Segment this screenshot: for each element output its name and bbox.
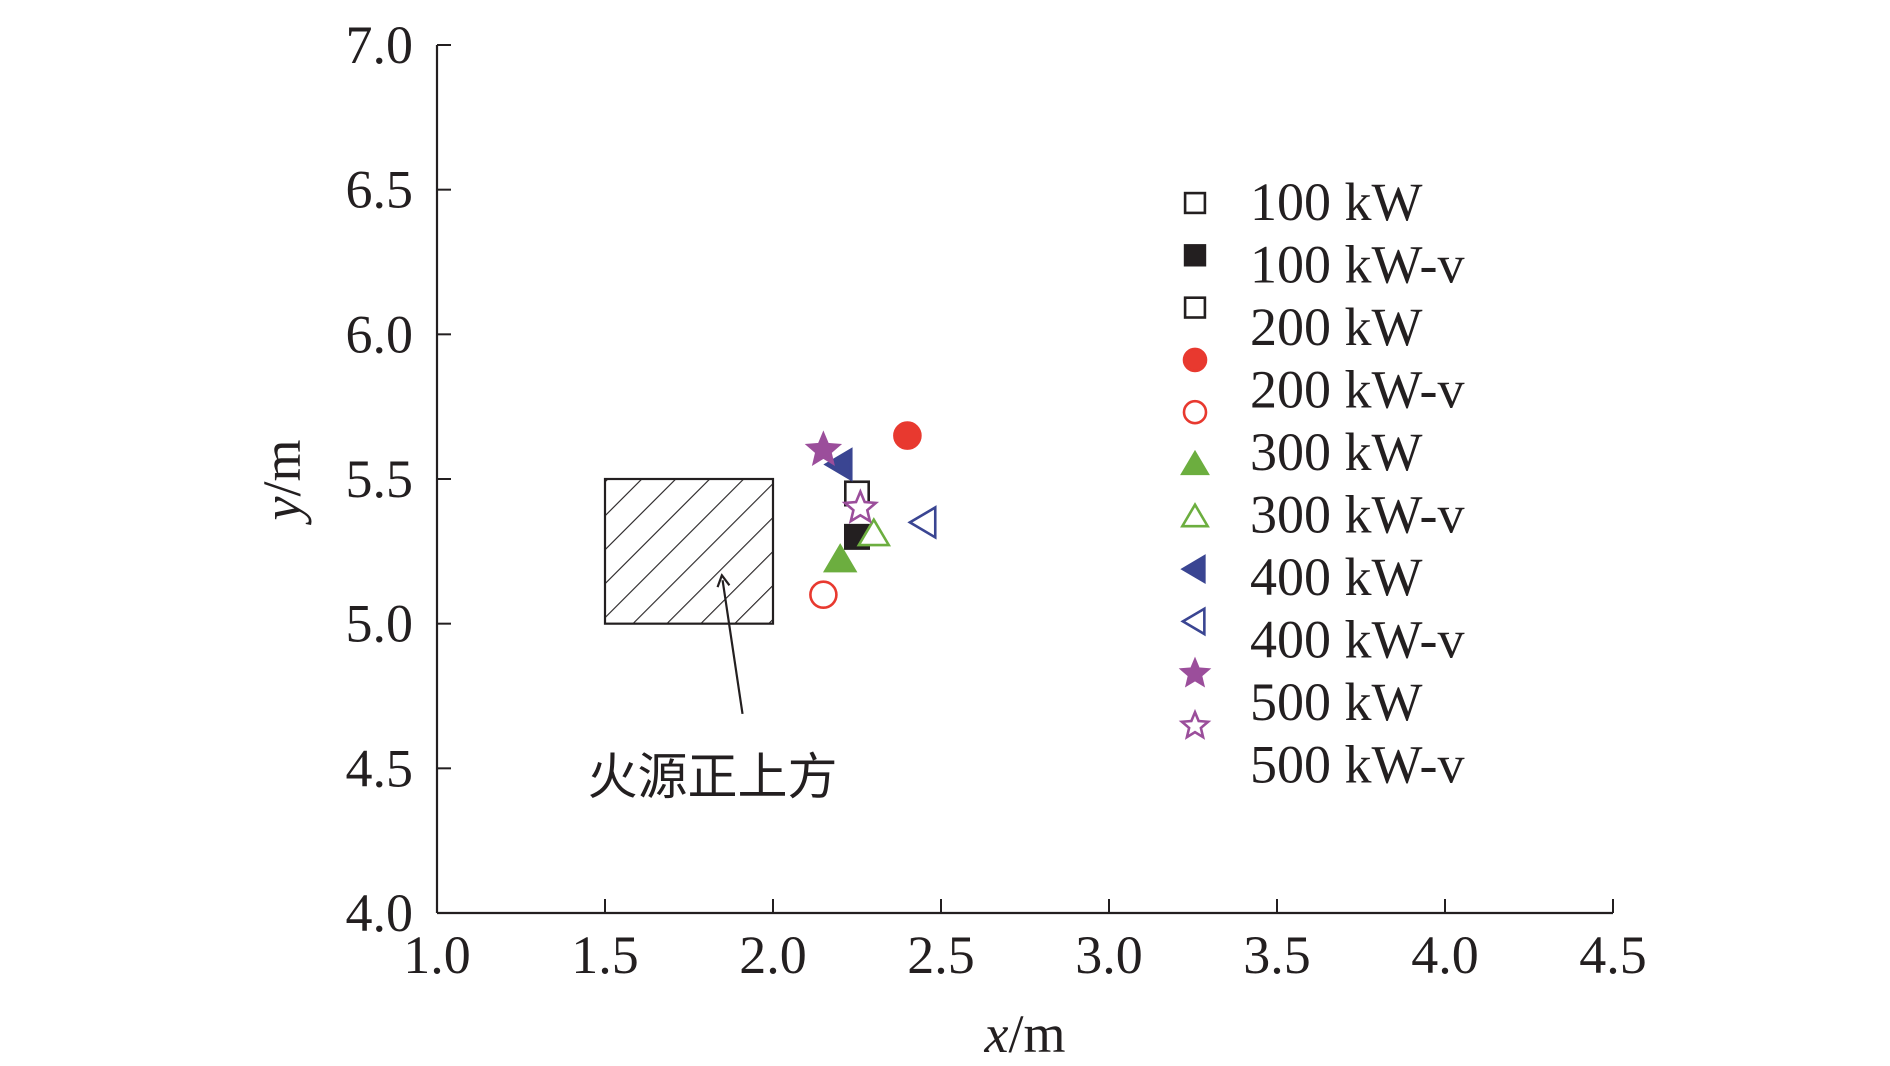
y-tick-label: 4.5 — [346, 738, 414, 798]
x-tick-label: 3.0 — [1075, 925, 1143, 985]
legend-label: 200 kW — [1250, 297, 1423, 357]
fire-source-annotation: 火源正上方 — [588, 580, 838, 806]
x-tick-label: 1.0 — [403, 925, 471, 985]
data-point — [804, 430, 843, 466]
legend-marker — [1183, 296, 1207, 319]
legend-marker — [1178, 708, 1212, 740]
x-axis-ticks: 1.0 1.5 2.0 2.5 3.0 3.5 4.0 4.5 — [403, 899, 1647, 985]
legend-marker — [1180, 554, 1206, 585]
x-tick-label: 1.5 — [571, 925, 639, 985]
y-tick-label: 6.5 — [346, 160, 414, 220]
legend-label: 500 kW — [1250, 672, 1423, 732]
data-point — [823, 447, 853, 482]
legend-label: 100 kW — [1250, 172, 1423, 232]
legend-label: 500 kW-v — [1250, 735, 1464, 795]
y-tick-label: 5.5 — [346, 449, 414, 509]
annotation-arrow — [723, 580, 744, 715]
legend-label: 400 kW — [1250, 547, 1423, 607]
annotation-label: 火源正上方 — [588, 748, 838, 806]
data-point — [809, 580, 838, 610]
legend-label: 400 kW-v — [1250, 610, 1464, 670]
x-tick-label: 4.0 — [1411, 925, 1479, 985]
data-point — [822, 543, 858, 573]
legend-label: 300 kW-v — [1250, 485, 1464, 545]
data-points — [804, 421, 937, 610]
data-point — [841, 488, 880, 524]
legend-marker — [1180, 606, 1206, 637]
legend-label: 100 kW-v — [1250, 235, 1464, 295]
x-tick-label: 3.5 — [1243, 925, 1311, 985]
legend-marker — [1183, 191, 1207, 215]
data-point — [856, 517, 892, 547]
legend-label: 200 kW-v — [1250, 360, 1464, 420]
legend-marker — [1183, 244, 1207, 267]
hatched-region — [603, 477, 775, 625]
data-point — [907, 505, 937, 540]
y-tick-label: 6.0 — [346, 304, 414, 364]
legend-marker — [1182, 399, 1208, 425]
y-tick-label: 4.0 — [346, 883, 414, 943]
legend-marker — [1182, 347, 1208, 373]
y-tick-label: 5.0 — [346, 594, 414, 654]
x-tick-label: 2.5 — [907, 925, 975, 985]
x-tick-label: 4.5 — [1579, 925, 1647, 985]
x-tick-label: 2.0 — [739, 925, 807, 985]
fire-source-region — [603, 477, 775, 625]
y-axis-label: y/m — [252, 440, 312, 526]
y-axis-ticks: 4.0 4.5 5.0 5.5 6.0 6.5 7.0 — [346, 15, 451, 943]
data-point — [893, 421, 922, 450]
legend-label: 300 kW — [1250, 422, 1423, 482]
x-axis-label: x/m — [984, 1004, 1066, 1064]
y-tick-label: 7.0 — [346, 15, 414, 75]
legend-marker — [1180, 449, 1210, 476]
legend-marker — [1178, 656, 1212, 688]
legend-marker — [1180, 502, 1210, 528]
